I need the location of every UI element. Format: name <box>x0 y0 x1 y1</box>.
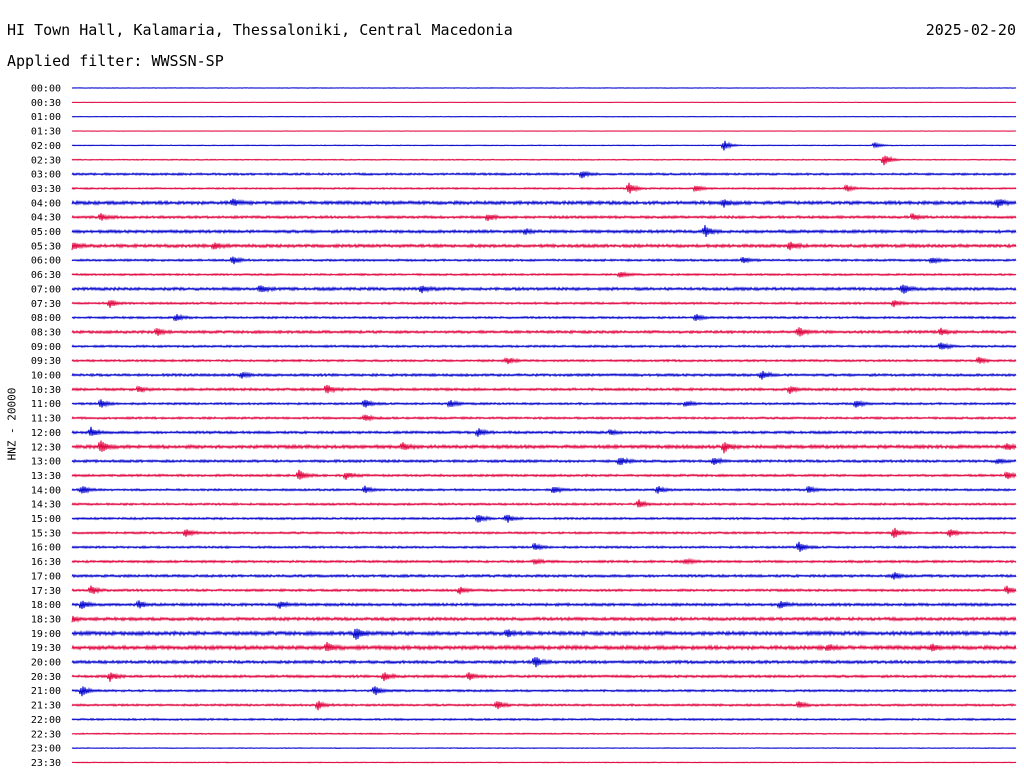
trace-row <box>71 155 1017 166</box>
time-label: 14:00 <box>31 485 61 496</box>
trace-row <box>71 370 1017 380</box>
time-label: 04:00 <box>31 198 61 209</box>
time-label: 03:00 <box>31 170 61 181</box>
trace-row <box>71 384 1017 394</box>
time-label: 15:00 <box>31 514 61 525</box>
time-label: 23:00 <box>31 744 61 755</box>
trace-row <box>71 761 1017 764</box>
time-label: 18:00 <box>31 600 61 611</box>
time-label: 09:00 <box>31 342 61 353</box>
station-title: HI Town Hall, Kalamaria, Thessaloniki, C… <box>7 21 513 39</box>
time-label: 02:00 <box>31 141 61 152</box>
trace-row <box>71 356 1017 365</box>
trace-row <box>71 642 1017 652</box>
trace-row <box>71 426 1017 437</box>
trace-row <box>71 700 1017 711</box>
trace-row <box>71 299 1017 308</box>
trace-row <box>71 140 1017 151</box>
time-label: 20:00 <box>31 658 61 669</box>
trace-row <box>71 686 1017 697</box>
trace-row <box>71 87 1017 89</box>
date-label: 2025-02-20 <box>925 21 1016 39</box>
trace-row <box>71 485 1017 494</box>
trace-row <box>71 256 1017 265</box>
time-label: 11:00 <box>31 399 61 410</box>
trace-row <box>71 572 1017 580</box>
time-label: 15:30 <box>31 528 61 539</box>
trace-row <box>71 469 1017 480</box>
trace-row <box>71 628 1017 640</box>
trace-row <box>71 241 1017 251</box>
trace-row <box>71 457 1017 466</box>
time-label: 06:30 <box>31 270 61 281</box>
trace-row <box>71 271 1017 278</box>
time-label: 16:30 <box>31 557 61 568</box>
trace-row <box>71 414 1017 422</box>
time-label: 17:30 <box>31 586 61 597</box>
trace-row <box>71 657 1017 668</box>
trace-row <box>71 514 1017 523</box>
trace-row <box>71 672 1017 682</box>
time-label: 19:30 <box>31 643 61 654</box>
time-label: 09:30 <box>31 356 61 367</box>
time-label: 00:00 <box>31 84 61 95</box>
time-label: 14:30 <box>31 500 61 511</box>
time-label: 08:00 <box>31 313 61 324</box>
time-label: 00:30 <box>31 98 61 109</box>
trace-row <box>71 717 1017 722</box>
trace-row <box>71 732 1017 736</box>
time-label: 11:30 <box>31 414 61 425</box>
time-label: 21:30 <box>31 701 61 712</box>
trace-row <box>71 284 1017 294</box>
time-label: 18:30 <box>31 614 61 625</box>
time-label: 22:30 <box>31 729 61 740</box>
trace-row <box>71 342 1017 350</box>
time-label: 13:30 <box>31 471 61 482</box>
time-label: 22:00 <box>31 715 61 726</box>
time-label: 05:30 <box>31 241 61 252</box>
time-label: 12:30 <box>31 442 61 453</box>
time-label: 19:00 <box>31 629 61 640</box>
trace-row <box>71 527 1017 539</box>
time-label: 12:00 <box>31 428 61 439</box>
trace-row <box>71 115 1017 118</box>
time-label: 10:30 <box>31 385 61 396</box>
trace-row <box>71 399 1017 409</box>
time-label: 13:00 <box>31 457 61 468</box>
trace-row <box>71 499 1017 508</box>
trace-row <box>71 198 1017 208</box>
time-label: 08:30 <box>31 327 61 338</box>
time-label: 17:00 <box>31 571 61 582</box>
time-label: 07:30 <box>31 299 61 310</box>
trace-row <box>71 440 1017 454</box>
trace-row <box>71 170 1017 179</box>
trace-row <box>71 182 1017 194</box>
time-label: 10:00 <box>31 371 61 382</box>
trace-row <box>71 313 1017 322</box>
trace-row <box>71 541 1017 552</box>
time-label: 07:00 <box>31 284 61 295</box>
time-label: 05:00 <box>31 227 61 238</box>
filter-label: Applied filter: WWSSN-SP <box>7 52 224 70</box>
trace-row <box>71 557 1017 566</box>
time-label: 02:30 <box>31 155 61 166</box>
trace-row <box>71 615 1017 623</box>
trace-row <box>71 327 1017 337</box>
time-label: 01:00 <box>31 112 61 123</box>
time-label: 21:00 <box>31 686 61 697</box>
trace-row <box>71 747 1017 750</box>
time-label: 06:00 <box>31 256 61 267</box>
trace-row <box>71 212 1017 222</box>
time-label: 03:30 <box>31 184 61 195</box>
time-label: 20:30 <box>31 672 61 683</box>
time-label: 23:30 <box>31 758 61 769</box>
trace-row <box>71 600 1017 610</box>
trace-row <box>71 225 1017 238</box>
time-label: 01:30 <box>31 127 61 138</box>
time-label: 04:30 <box>31 213 61 224</box>
trace-row <box>71 585 1017 595</box>
time-label: 16:00 <box>31 543 61 554</box>
